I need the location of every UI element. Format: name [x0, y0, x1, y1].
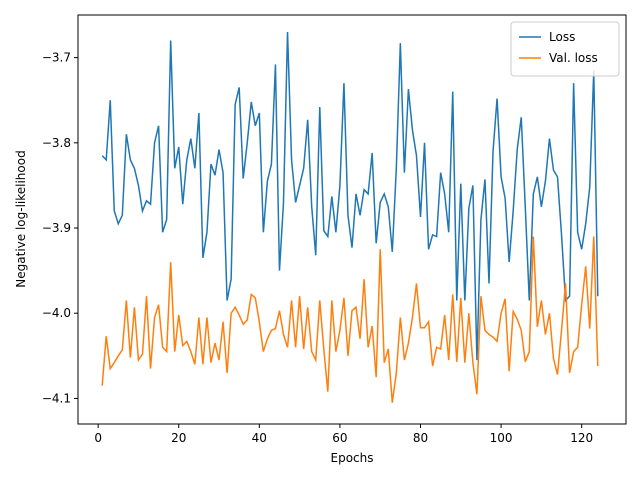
legend-label: Val. loss [549, 51, 598, 65]
x-axis-label: Epochs [331, 451, 374, 465]
x-tick-label: 40 [252, 431, 267, 445]
y-tick-label: −4.1 [42, 391, 71, 405]
x-tick-label: 100 [490, 431, 513, 445]
plot-frame [77, 14, 627, 425]
y-tick-label: −3.8 [42, 136, 71, 150]
line-series [101, 236, 599, 403]
legend-label: Loss [549, 30, 575, 44]
y-tick-label: −4.0 [42, 306, 71, 320]
x-tick-label: 60 [332, 431, 347, 445]
x-tick-label: 80 [413, 431, 428, 445]
x-tick-label: 20 [171, 431, 186, 445]
x-tick-label: 120 [570, 431, 593, 445]
y-tick-label: −3.9 [42, 221, 71, 235]
legend-box [510, 21, 620, 77]
line-series [101, 32, 599, 361]
y-tick-label: −3.7 [42, 51, 71, 65]
x-tick-label: 0 [94, 431, 102, 445]
y-axis-label: Negative log-likelihood [14, 150, 28, 287]
